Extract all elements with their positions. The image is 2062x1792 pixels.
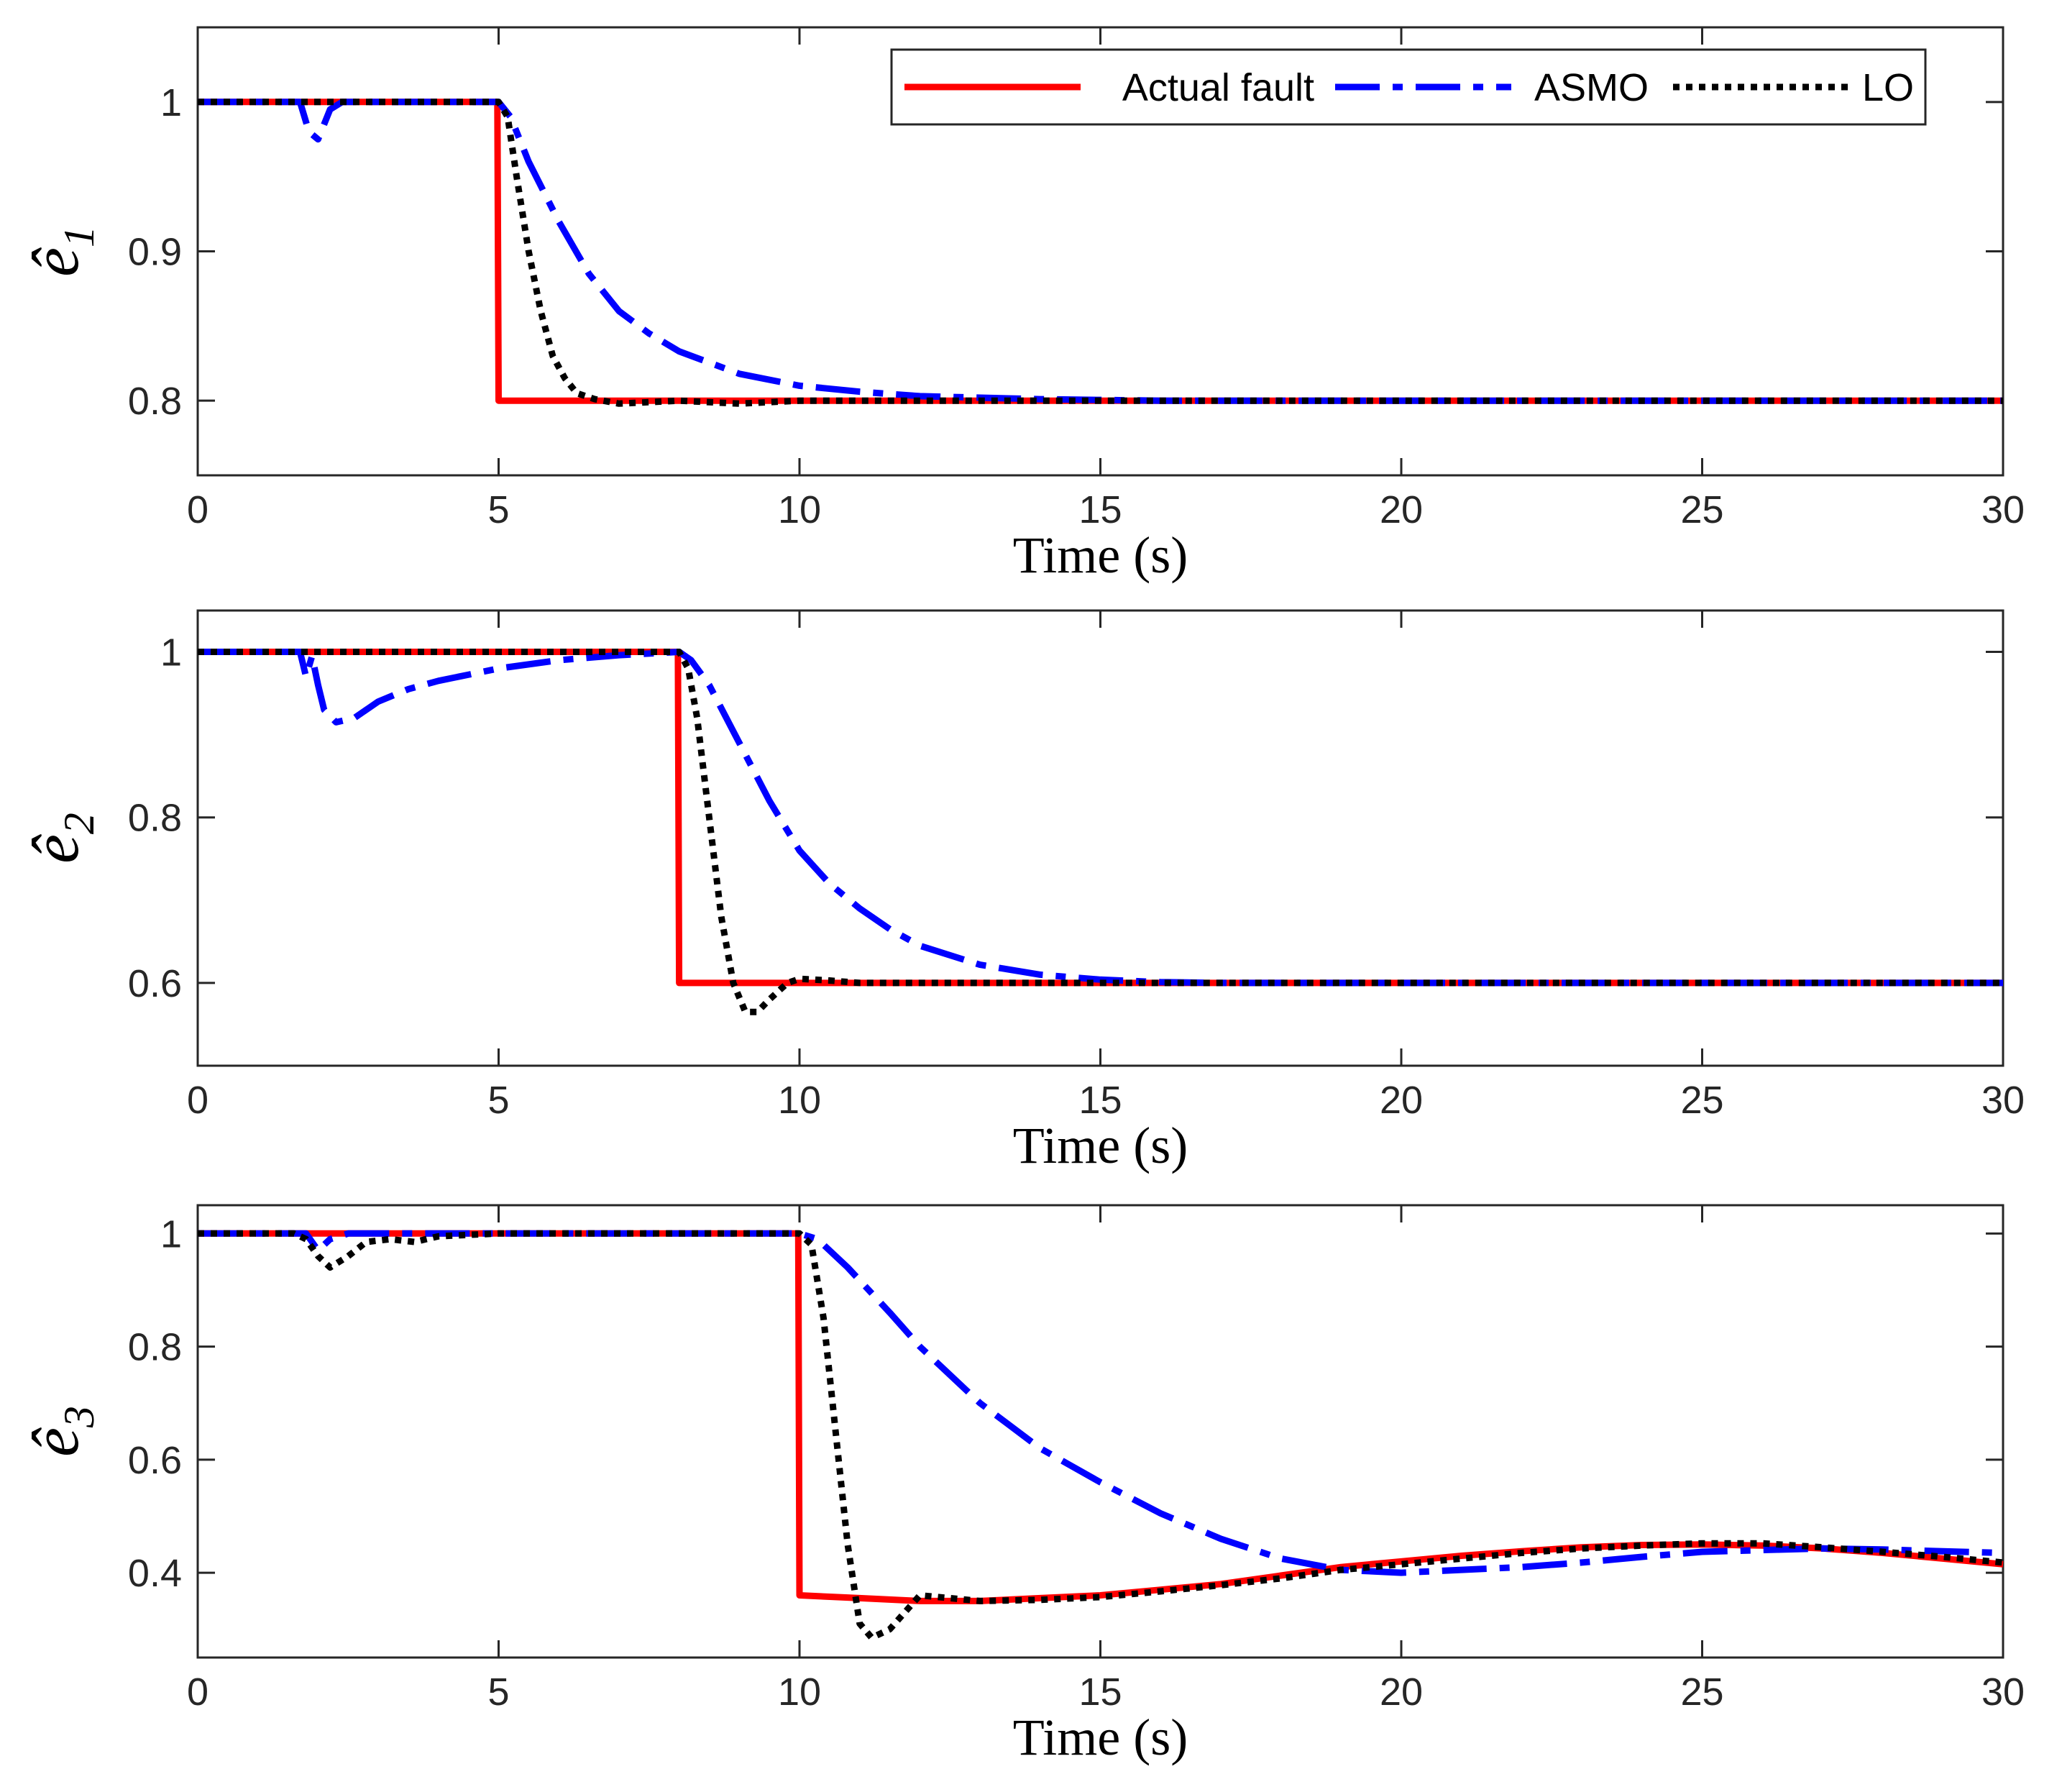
x-tick-label: 20 (1380, 1670, 1423, 1714)
subplot-3: 0 5 10 15 20 25 30 0.4 0.6 0.8 1 Time (s) ê3 (19, 1204, 2025, 1766)
x-tick-label: 5 (487, 488, 509, 531)
y-axis-label: ê3 (19, 1406, 103, 1457)
y-tick-label: 0.4 (128, 1552, 182, 1595)
x-tick-label: 30 (1981, 488, 2025, 531)
legend-label: ASMO (1534, 66, 1649, 109)
x-axis-label: Time (s) (1013, 526, 1188, 584)
x-tick-label: 15 (1078, 1079, 1122, 1122)
y-tick-label: 1 (160, 631, 182, 675)
axes-box (196, 609, 2004, 1067)
x-tick-label: 25 (1680, 1670, 1723, 1714)
y-tick-label: 0.8 (128, 797, 182, 840)
x-tick-label: 0 (187, 1670, 209, 1714)
x-axis-label: Time (s) (1013, 1117, 1188, 1174)
x-tick-label: 10 (778, 1079, 821, 1122)
y-axis-label-subscript: 2 (55, 813, 103, 834)
x-axis-label: Time (s) (1013, 1709, 1188, 1766)
x-tick-label: 30 (1981, 1079, 2025, 1122)
subplot-2: 0 5 10 15 20 25 30 0.6 0.8 1 Time (s) ê2 (19, 609, 2025, 1174)
y-tick-label: 0.6 (128, 1439, 182, 1482)
y-axis-label-subscript: 3 (55, 1406, 103, 1428)
legend-label: LO (1862, 66, 1914, 109)
x-tick-label: 10 (778, 488, 821, 531)
legend-label: Actual fault (1122, 66, 1314, 109)
y-axis-label-symbol: ê (19, 1427, 92, 1457)
x-tick-label: 15 (1078, 1670, 1122, 1714)
y-tick-label: 1 (160, 81, 182, 124)
x-tick-label: 30 (1981, 1670, 2025, 1714)
y-tick-label: 0.8 (128, 380, 182, 423)
y-axis-label-subscript: 1 (55, 226, 103, 247)
series-lo-line (198, 649, 2003, 1015)
y-tick-label: 0.8 (128, 1326, 182, 1369)
series-lo-line (198, 1230, 2004, 1641)
axes-box (196, 1204, 2004, 1659)
x-tick-label: 5 (487, 1079, 509, 1122)
x-tick-label: 15 (1078, 488, 1122, 531)
x-tick-label: 25 (1680, 1079, 1723, 1122)
y-tick-label: 1 (160, 1212, 182, 1256)
x-tick-label: 25 (1680, 488, 1723, 531)
x-tick-label: 10 (778, 1670, 821, 1714)
x-tick-label: 20 (1380, 488, 1423, 531)
series-asmo-line (198, 1230, 2004, 1576)
y-axis-label: ê2 (19, 813, 103, 864)
x-tick-label: 5 (487, 1670, 509, 1714)
x-tick-label: 0 (187, 488, 209, 531)
y-axis-label-symbol: ê (19, 834, 92, 864)
y-axis-label-symbol: ê (19, 247, 92, 277)
series-asmo-line (198, 99, 2003, 404)
series-asmo-line (198, 649, 2003, 987)
y-axis-label: ê1 (19, 226, 103, 277)
legend: Actual fault ASMO LO (890, 48, 1927, 126)
y-tick-label: 0.9 (128, 231, 182, 274)
x-tick-label: 20 (1380, 1079, 1423, 1122)
x-tick-label: 0 (187, 1079, 209, 1122)
y-tick-label: 0.6 (128, 962, 182, 1005)
series-lo-line (198, 99, 2003, 407)
